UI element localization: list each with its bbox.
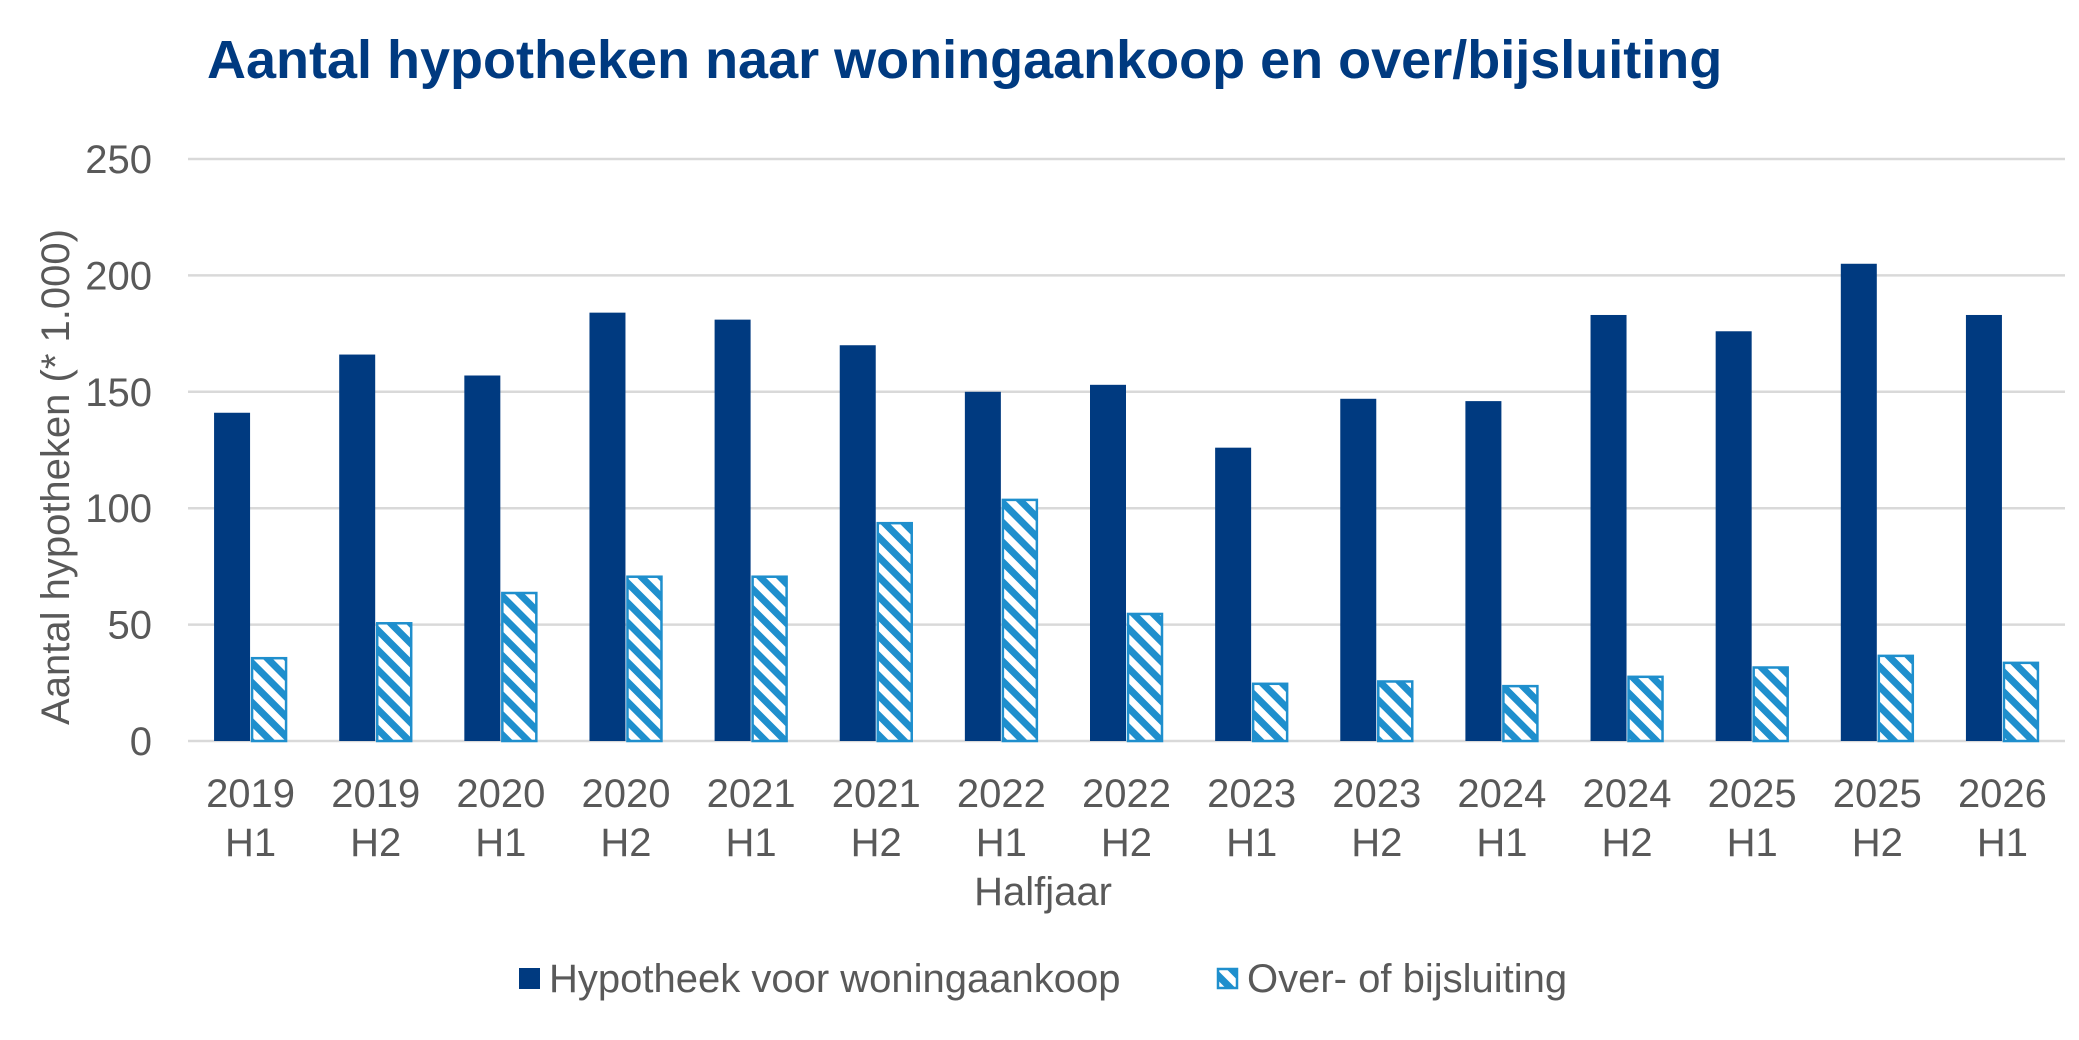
bar-over-bijsluiting [1377,680,1414,743]
bar-over-bijsluiting [1752,666,1789,743]
x-axis-title: Halfjaar [974,870,1112,914]
x-tick-label-half: H2 [1852,821,1903,865]
legend-swatch-woningaankoop [519,968,540,989]
x-tick-label-year: 2026 [1958,772,2047,816]
bar-woningaankoop [1715,331,1752,741]
x-tick-label-half: H1 [1476,821,1527,865]
gridlines [188,157,2065,743]
x-tick-label-half: H1 [1977,821,2028,865]
y-tick-label: 250 [85,138,152,182]
bar-over-bijsluiting [876,521,913,743]
bar-over-bijsluiting [626,575,663,743]
x-tick-label-year: 2022 [957,772,1046,816]
bar-woningaankoop [1840,263,1877,741]
x-tick-label-half: H1 [1226,821,1277,865]
x-tick-label-year: 2024 [1583,772,1672,816]
x-tick-label-half: H2 [600,821,651,865]
legend: Hypotheek voor woningaankoop Over- of bij… [519,957,1567,1001]
x-tick-label-year: 2020 [581,772,670,816]
x-tick-label-half: H2 [1101,821,1152,865]
y-axis-ticks: 0 50 100 150 200 250 [85,138,152,764]
bar-over-bijsluiting [2002,661,2040,743]
bar-over-bijsluiting [501,591,538,743]
bar-over-bijsluiting [751,575,788,743]
bar-woningaankoop [1590,314,1627,741]
bar-over-bijsluiting [1251,682,1289,743]
x-axis-ticks: 2019 H1 2019 H2 2020 H1 2020 H2 2021 H1 2021 H2 2022… [206,772,2047,865]
bar-over-bijsluiting [1001,498,1039,743]
x-tick-label-half: H1 [225,821,276,865]
legend-swatch-over-bijsluiting [1216,967,1239,990]
bar-woningaankoop [1215,447,1252,741]
y-tick-label: 150 [85,371,152,415]
bar-over-bijsluiting [1627,675,1664,743]
bar-over-bijsluiting [1502,684,1539,743]
bar-woningaankoop [964,391,1001,741]
bar-woningaankoop [1090,384,1126,741]
bar-woningaankoop [1340,398,1377,741]
x-tick-label-half: H2 [350,821,401,865]
x-tick-label-half: H1 [1727,821,1778,865]
y-tick-label: 200 [85,254,152,298]
bar-woningaankoop [589,312,626,741]
x-tick-label-year: 2023 [1207,772,1296,816]
x-tick-label-half: H1 [475,821,526,865]
y-tick-label: 100 [85,487,152,531]
x-tick-label-year: 2023 [1332,772,1421,816]
x-tick-label-year: 2019 [331,772,420,816]
x-tick-label-half: H2 [1601,821,1652,865]
chart-title: Aantal hypotheken naar woningaankoop en … [207,30,1722,90]
x-tick-label-year: 2025 [1708,772,1797,816]
bar-woningaankoop [714,319,751,741]
x-tick-label-year: 2019 [206,772,295,816]
bar-over-bijsluiting [375,622,413,743]
y-axis-title: Aantal hypotheken (* 1.000) [34,229,78,725]
bar-woningaankoop [339,354,376,741]
bar-woningaankoop [214,412,251,741]
x-tick-label-year: 2025 [1833,772,1922,816]
x-tick-label-year: 2024 [1457,772,1546,816]
y-tick-label: 0 [130,720,152,764]
x-tick-label-year: 2020 [456,772,545,816]
bar-woningaankoop [839,345,876,741]
bar-over-bijsluiting [250,656,288,743]
legend-label-woningaankoop: Hypotheek voor woningaankoop [549,957,1121,1001]
bar-woningaankoop [1465,401,1502,741]
x-tick-label-year: 2021 [832,772,921,816]
bars [214,263,2040,743]
bar-woningaankoop [1965,314,2002,741]
y-tick-label: 50 [108,604,153,648]
x-tick-label-year: 2022 [1082,772,1171,816]
x-tick-label-year: 2021 [707,772,796,816]
x-tick-label-half: H2 [1351,821,1402,865]
bar-over-bijsluiting [1126,612,1164,743]
legend-label-over-bijsluiting: Over- of bijsluiting [1247,957,1567,1001]
x-tick-label-half: H2 [851,821,902,865]
x-tick-label-half: H1 [726,821,777,865]
x-tick-label-half: H1 [976,821,1027,865]
bar-over-bijsluiting [1877,654,1915,743]
bar-woningaankoop [464,375,501,741]
